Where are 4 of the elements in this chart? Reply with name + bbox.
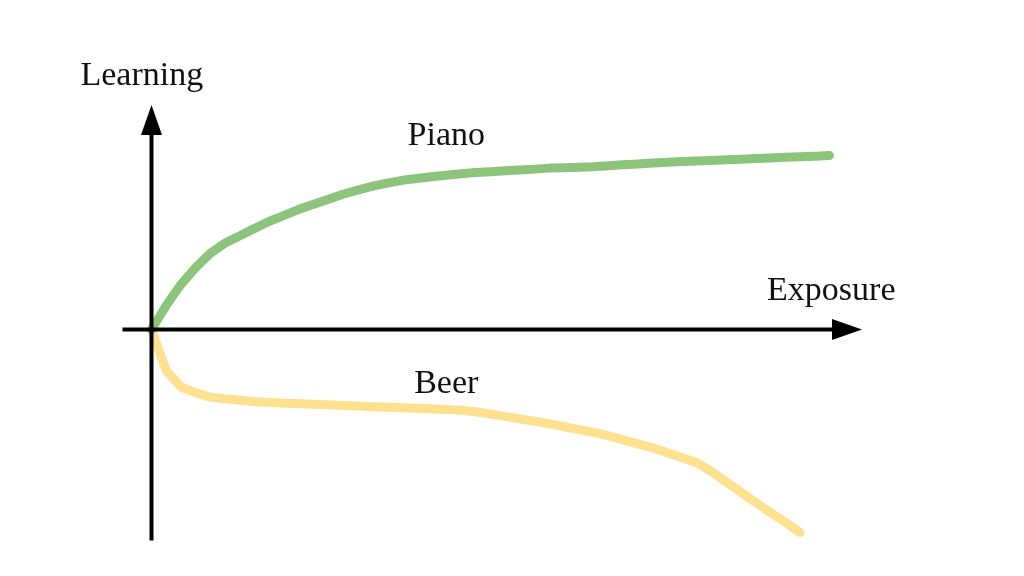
series-label: Piano [407,114,486,152]
series-label: Beer [414,362,480,400]
x-axis-title: Exposure [767,270,896,307]
y-axis-title: Learning [80,55,204,92]
